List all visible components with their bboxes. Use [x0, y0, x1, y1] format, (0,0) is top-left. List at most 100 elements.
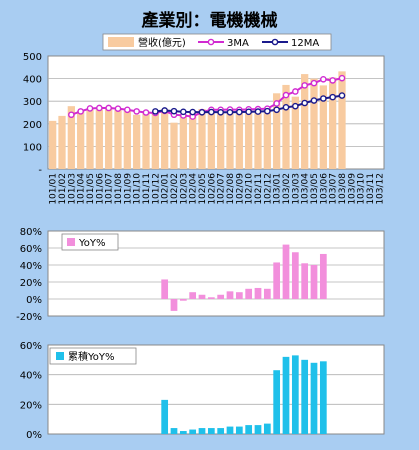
x-tick-label: 103/08 — [338, 173, 348, 205]
ma3-point — [114, 105, 122, 112]
ma12-point — [292, 102, 299, 110]
revenue-chart-y-tick-label: 300 — [23, 97, 42, 108]
yoy-bar — [310, 265, 318, 299]
x-tick-label: 102/06 — [207, 173, 217, 205]
ma12-point — [236, 108, 243, 116]
x-tick-label: 102/11 — [254, 173, 264, 205]
ma12-point — [282, 104, 290, 111]
revenue-bar — [338, 71, 346, 169]
x-tick-label: 103/02 — [282, 173, 292, 205]
x-tick-label: 102/01 — [161, 173, 171, 205]
revenue-chart-y-tick-label: 500 — [23, 52, 42, 63]
cum-yoy-bar — [245, 425, 253, 434]
yoy-chart-y-tick-label: 40% — [20, 261, 42, 272]
x-tick-label: 101/10 — [133, 173, 143, 205]
yoy-bar — [254, 287, 262, 299]
ma12-point — [338, 92, 346, 99]
revenue-chart-y-tick-label: 400 — [23, 75, 42, 86]
cum-yoy-bar — [226, 426, 234, 434]
ma12-point — [189, 108, 196, 116]
x-tick-label: 101/09 — [123, 173, 133, 205]
cum-yoy-bar — [235, 426, 243, 434]
cum-yoy-bar — [207, 428, 215, 434]
cum-yoy-legend — [49, 347, 137, 365]
x-tick-label: 102/07 — [217, 173, 227, 205]
revenue-bar — [226, 109, 234, 169]
revenue-bar — [273, 93, 281, 169]
cum-yoy-bar — [179, 431, 187, 434]
yoy-bar — [198, 294, 206, 299]
revenue-bar — [263, 107, 271, 169]
x-tick-label: 101/04 — [77, 173, 87, 205]
ma3-point — [105, 104, 112, 112]
x-tick-label: 103/04 — [301, 173, 311, 205]
revenue-bar — [179, 114, 187, 169]
ma3-point — [142, 109, 150, 116]
revenue-chart-y-tick-label: - — [38, 165, 42, 176]
ma12-point — [161, 107, 168, 114]
ma12-point — [245, 108, 252, 116]
revenue-bar — [235, 109, 243, 169]
legend-label-ma3: 3MA — [227, 38, 249, 49]
yoy-chart-y-tick-label: 60% — [20, 244, 42, 255]
cum-yoy-chart-y-tick-label: 40% — [20, 371, 42, 382]
x-tick-label: 102/10 — [245, 173, 255, 205]
legend-swatch-revenue — [108, 37, 134, 47]
ma12-point — [264, 107, 271, 115]
revenue-chart-y-tick-label: 200 — [23, 120, 42, 131]
revenue-bar — [254, 108, 262, 169]
revenue-bar — [58, 115, 66, 169]
x-tick-label: 103/06 — [319, 173, 329, 205]
revenue-bar — [67, 106, 75, 169]
x-tick-label: 102/02 — [170, 173, 180, 205]
revenue-bar — [198, 109, 206, 169]
revenue-bar — [217, 110, 225, 169]
ma3-point — [282, 91, 290, 99]
yoy-bar — [245, 288, 253, 299]
x-tick-label: 103/07 — [329, 173, 339, 205]
ma12-point — [226, 108, 234, 116]
yoy-bar — [301, 263, 309, 299]
yoy-bar — [207, 297, 215, 299]
yoy-bar — [217, 294, 225, 299]
cum-yoy-bar — [291, 355, 299, 434]
revenue-bar — [95, 109, 103, 169]
revenue-bar — [291, 96, 299, 169]
ma3-point — [96, 104, 103, 112]
legend-swatch-cum-yoy — [56, 352, 64, 360]
x-tick-label: 101/08 — [114, 173, 124, 205]
legend-label-revenue: 營收(億元) — [138, 36, 186, 49]
cum-yoy-chart-y-tick-label: 0% — [26, 430, 42, 441]
yoy-bar — [235, 292, 243, 299]
ma12-point — [217, 108, 224, 116]
ma3-point — [292, 88, 299, 95]
legend-label-ma12: 12MA — [291, 38, 319, 49]
x-tick-label: 101/06 — [95, 173, 105, 205]
cum-yoy-bar — [319, 361, 327, 434]
x-tick-label: 102/04 — [189, 173, 199, 205]
x-tick-label: 103/10 — [357, 173, 367, 205]
cum-yoy-bar — [198, 428, 206, 434]
cum-yoy-bar — [310, 362, 318, 434]
ma3-point — [124, 106, 131, 114]
legend-marker-ma12 — [271, 38, 279, 46]
yoy-bar — [319, 253, 327, 299]
ma3-point — [338, 74, 346, 82]
x-tick-label: 101/03 — [67, 173, 77, 205]
ma3-point — [273, 100, 280, 107]
yoy-bar — [273, 262, 281, 299]
yoy-legend — [61, 233, 119, 251]
x-tick-label: 103/12 — [375, 173, 385, 205]
revenue-chart-y-tick-label: 100 — [23, 142, 42, 153]
ma3-point — [301, 82, 308, 89]
x-tick-label: 103/01 — [273, 173, 283, 205]
legend-marker-ma3 — [207, 38, 215, 46]
ma3-point — [86, 105, 94, 112]
x-tick-label: 101/05 — [86, 173, 96, 205]
yoy-chart-y-tick-label: 0% — [26, 295, 42, 306]
yoy-bar — [179, 299, 187, 301]
yoy-bar — [170, 299, 178, 311]
yoy-chart-y-tick-label: 80% — [20, 227, 42, 238]
